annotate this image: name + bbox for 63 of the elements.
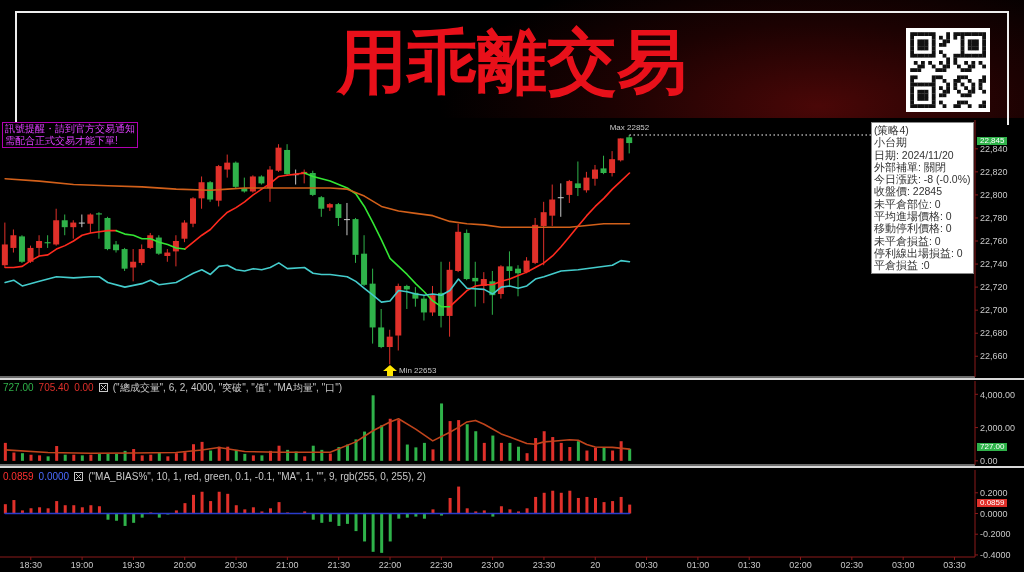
y-tick-label: 22,780 — [980, 213, 1008, 224]
y-tick-label: 22,720 — [980, 282, 1008, 293]
x-tick-label: 21:00 — [276, 560, 299, 571]
x-tick-label: 23:30 — [532, 560, 556, 571]
y-tick-label: -0.4000 — [980, 550, 1011, 561]
y-tick-label: 22,820 — [980, 167, 1008, 178]
y-tick-label: 22,840 — [980, 144, 1008, 155]
y-tick-label: 4,000.00 — [980, 389, 1016, 400]
chart-title: 用乖離交易 — [337, 21, 687, 103]
annotation: 0.00 — [74, 382, 94, 393]
annotation: 停利線出場損益: 0 — [874, 246, 964, 260]
text: 0.0859 — [977, 497, 1008, 507]
x-tick-label: 19:00 — [70, 560, 94, 571]
y-tick-label: 22,800 — [980, 190, 1008, 201]
x-tick-label: 20:30 — [224, 560, 248, 571]
y-tick-label: 22,660 — [980, 351, 1008, 362]
annotation: 收盤價: 22845 — [874, 185, 944, 198]
x-tick-label: 01:00 — [686, 560, 710, 571]
x-tick-label: 23:00 — [481, 560, 504, 571]
annotation: 平倉損益 :0 — [874, 259, 931, 272]
annotation: 未平倉損益: 0 — [874, 234, 942, 247]
y-tick-label: 0.2000 — [980, 487, 1008, 498]
annotation: (策略4) — [874, 124, 910, 137]
y-tick-label: 22,740 — [980, 259, 1008, 270]
annotation: 727.00 — [3, 382, 34, 393]
x-tick-label: 20 — [590, 560, 601, 571]
x-tick-label: 20:00 — [173, 560, 196, 571]
y-tick-label: 22,680 — [980, 328, 1008, 339]
ref-line-label: Max 22852 — [609, 122, 650, 132]
annotation: 今日漲跌: -8 (-0.0%) — [874, 173, 971, 186]
x-tick-label: 00:30 — [635, 560, 658, 571]
text: 727.00 — [977, 441, 1008, 451]
annotation: ("總成交量", 6, 2, 4000, "突破", "值", "MA均量", "口") — [112, 382, 343, 393]
x-tick-label: 18:30 — [19, 560, 43, 571]
annotation: 移動停利價格: 0 — [874, 222, 953, 235]
annotation: 705.40 — [38, 382, 70, 393]
x-tick-label: 03:30 — [943, 560, 966, 571]
annotation: 未平倉部位: 0 — [874, 197, 942, 211]
x-tick-label: 01:30 — [737, 560, 761, 571]
annotation: ("MA_BIAS%", 10, 1, red, green, 0.1, -0.1, "MA", 1, "", 9, rgb(255, 0, 255), 2) — [88, 471, 426, 482]
x-tick-label: 22:30 — [430, 560, 453, 571]
x-tick-label: 21:30 — [327, 560, 350, 571]
x-tick-label: 02:30 — [840, 560, 864, 571]
y-tick-label: 22,760 — [980, 236, 1008, 247]
x-tick-label: 19:30 — [122, 560, 145, 571]
y-tick-label: -0.2000 — [980, 529, 1011, 540]
x-tick-label: 02:00 — [789, 560, 812, 571]
y-tick-label: 0.0000 — [980, 508, 1008, 519]
annotation: 需配合正式交易才能下單! — [5, 135, 119, 147]
annotation: 日期: 2024/11/20 — [874, 148, 955, 161]
text: 22,845 — [977, 136, 1008, 146]
annotation: 0.0000 — [38, 471, 70, 482]
y-tick-label: 0.00 — [980, 456, 998, 467]
x-tick-label: 03:00 — [891, 560, 915, 571]
annotation: 訊號提醒・請到官方交易通知 — [5, 123, 135, 135]
x-tick-label: 22:00 — [378, 560, 402, 571]
annotation: 外部補單: 關閉 — [874, 160, 947, 174]
annotation: 0.0859 — [3, 471, 34, 482]
y-tick-label: 2,000.00 — [980, 422, 1016, 433]
annotation: 平均進場價格: 0 — [874, 210, 953, 223]
annotation: Min 22653 — [399, 366, 437, 376]
annotation: 小台期 — [874, 136, 907, 149]
y-tick-label: 22,700 — [980, 305, 1008, 316]
